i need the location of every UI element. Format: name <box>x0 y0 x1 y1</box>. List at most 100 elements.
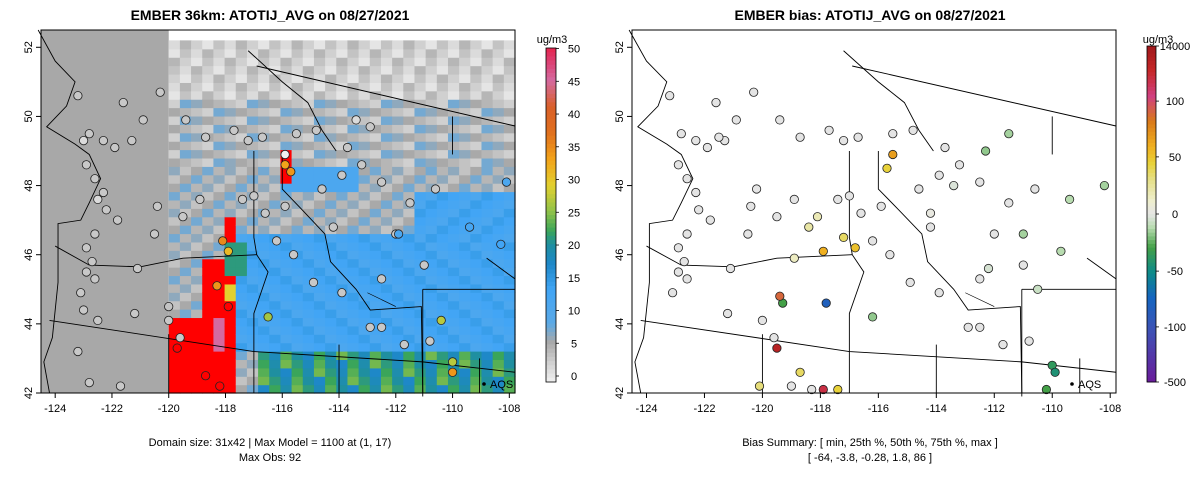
station-marker <box>876 201 886 211</box>
colorbar-segment <box>1147 94 1156 99</box>
grid-cell <box>347 334 360 344</box>
colorbar-tick-label: 40 <box>568 109 580 121</box>
grid-cell <box>481 124 494 134</box>
grid-cell <box>459 342 471 352</box>
station-marker <box>743 229 753 239</box>
y-tick-label: 46 <box>23 249 35 261</box>
grid-cell <box>470 141 483 151</box>
grid-cell <box>258 258 270 268</box>
colorbar-tick-label: 20 <box>568 240 580 252</box>
grid-cell <box>425 225 438 235</box>
x-tick-label: -116 <box>272 403 293 415</box>
grid-cell <box>392 157 404 167</box>
grid-cell <box>447 250 460 260</box>
state-line <box>965 292 995 307</box>
grid-cell <box>380 233 393 243</box>
grid-cell <box>302 57 315 67</box>
grid-cell <box>235 40 248 50</box>
station-marker <box>351 115 361 125</box>
colorbar-segment <box>1147 128 1156 133</box>
grid-cell <box>425 166 438 176</box>
grid-cell <box>380 258 393 268</box>
grid-cell <box>313 342 326 352</box>
grid-cell <box>436 90 449 100</box>
grid-cell <box>481 73 494 83</box>
grid-cell <box>224 48 237 58</box>
grid-cell <box>336 376 349 386</box>
grid-cell <box>202 124 215 134</box>
grid-cell <box>403 57 416 67</box>
grid-cell <box>313 250 326 260</box>
colorbar-segment <box>1147 333 1156 338</box>
grid-cell <box>213 216 226 226</box>
grid-cell <box>436 65 449 75</box>
station-marker <box>93 194 103 204</box>
grid-cell <box>291 376 304 386</box>
grid-cell <box>369 342 382 352</box>
grid-cell <box>447 258 460 268</box>
x-tick-label: -114 <box>328 403 349 415</box>
y-tick-label: 44 <box>23 318 35 330</box>
grid-cell <box>202 309 215 319</box>
grid-cell <box>246 292 259 302</box>
grid-cell <box>425 48 438 58</box>
station-marker <box>164 315 174 325</box>
grid-cell <box>459 359 471 369</box>
grid-cell <box>358 149 371 159</box>
grid-cell <box>213 174 226 184</box>
grid-cell <box>481 107 494 117</box>
station-marker <box>195 194 205 204</box>
grid-cell <box>358 376 371 386</box>
x-tick-label: -122 <box>693 403 715 415</box>
grid-cell <box>336 233 349 243</box>
station-marker <box>501 177 512 187</box>
colorbar-segment <box>1147 113 1156 118</box>
grid-cell <box>202 48 215 58</box>
grid-cell <box>202 233 215 243</box>
grid-cell <box>414 199 427 209</box>
grid-cell <box>191 132 203 142</box>
grid-cell <box>202 107 215 117</box>
grid-cell <box>414 90 427 100</box>
grid-cell <box>492 267 505 277</box>
grid-cell <box>202 384 215 394</box>
grid-cell <box>179 283 192 293</box>
colorbar-unit: ug/m3 <box>1143 34 1174 46</box>
grid-cell <box>313 132 326 142</box>
grid-cell <box>313 40 326 50</box>
grid-cell <box>168 292 181 302</box>
grid-cell <box>503 216 516 226</box>
grid-cell <box>202 115 215 125</box>
grid-cell <box>302 351 315 361</box>
station-marker <box>393 229 404 239</box>
aqs-legend-label: AQS <box>1078 379 1101 391</box>
grid-cell <box>302 149 315 159</box>
grid-cell <box>325 124 337 134</box>
grid-cell <box>313 115 326 125</box>
colorbar-segment <box>1147 247 1156 252</box>
grid-cell <box>347 317 360 327</box>
grid-cell <box>202 166 215 176</box>
colorbar-segment <box>1147 165 1156 170</box>
grid-cell <box>358 208 371 218</box>
grid-cell <box>191 149 203 159</box>
grid-cell <box>459 82 471 92</box>
grid-cell <box>246 73 259 83</box>
grid-cell <box>414 73 427 83</box>
grid-cell <box>380 132 393 142</box>
grid-cell <box>503 334 516 344</box>
grid-cell <box>336 208 349 218</box>
grid-cell <box>347 166 360 176</box>
station-marker <box>229 125 239 135</box>
coastline <box>37 29 102 394</box>
station-marker <box>885 250 895 260</box>
grid-cell <box>369 48 382 58</box>
grid-cell <box>336 48 349 58</box>
colorbar-segment <box>546 64 556 70</box>
grid-cell <box>313 199 326 209</box>
colorbar-segment <box>1147 355 1156 360</box>
grid-cell <box>503 325 516 335</box>
grid-cell <box>269 99 282 109</box>
grid-cell <box>425 149 438 159</box>
grid-cell <box>224 115 237 125</box>
